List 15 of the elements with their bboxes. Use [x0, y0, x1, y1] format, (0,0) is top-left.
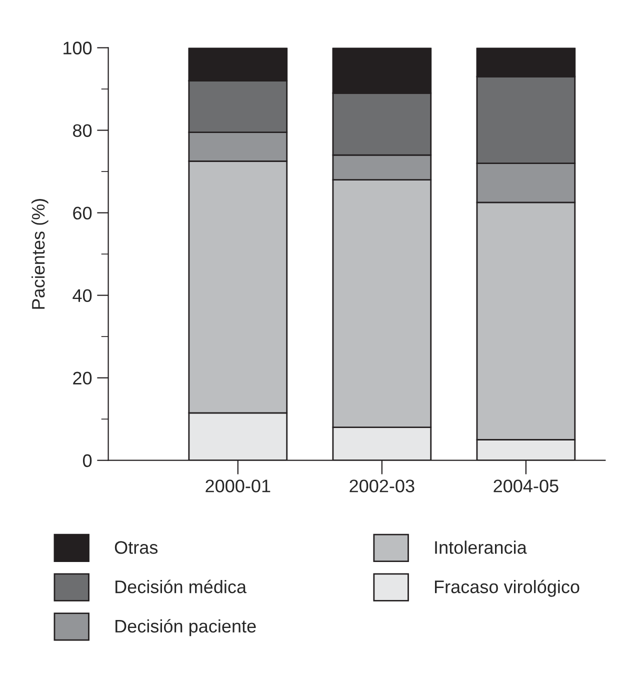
- legend-label: Intolerancia: [435, 540, 527, 554]
- y-tick-label: 80: [73, 124, 92, 137]
- y-tick-label: 20: [73, 372, 92, 385]
- y-tick-label: 40: [72, 289, 92, 302]
- legend-label: Decisión paciente: [116, 619, 256, 636]
- y-axis-title: Pacientes (%): [31, 198, 48, 309]
- x-tick-label: 2004-05: [494, 480, 558, 492]
- x-tick-label: 2002-03: [350, 480, 414, 492]
- legend-label: Decisión médica: [116, 580, 247, 594]
- legend-label: Otras: [114, 541, 158, 554]
- y-tick-label: 0: [82, 454, 92, 468]
- x-tick-label: 2000-01: [206, 480, 270, 492]
- legend-label: Fracaso virológico: [434, 580, 580, 597]
- y-tick-label: 60: [73, 206, 92, 220]
- y-tick-label: 100: [64, 42, 92, 54]
